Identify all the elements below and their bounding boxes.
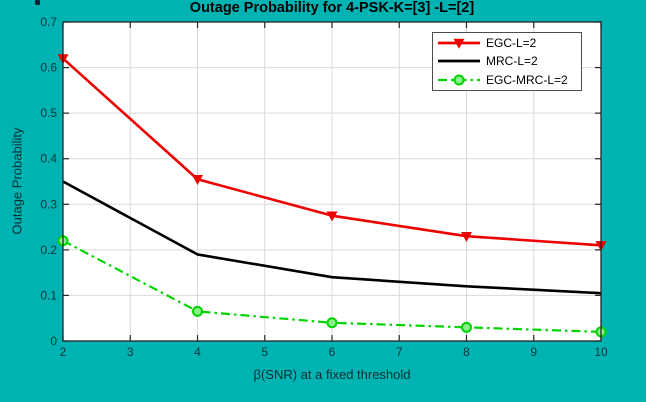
marker-egc-l-2	[461, 231, 472, 242]
y-tick-labels: 0 0.1 0.2 0.3 0.4 0.5 0.6 0.7	[40, 15, 57, 348]
marker-egc-l-2	[326, 211, 338, 222]
marker-egc-l-2	[192, 175, 203, 186]
marker-egc-mrc-l-2	[326, 317, 338, 329]
y-axis-label: Outage Probability	[9, 127, 25, 235]
legend-item-egc-mrc-l-2: EGC-MRC-L=2	[436, 71, 578, 89]
marker-egc-mrc-l-2	[192, 305, 203, 317]
cropped-edge-artifact	[35, 0, 40, 5]
x-tick-label: 2	[60, 345, 67, 359]
y-tick-label: 0.4	[40, 152, 57, 166]
x-tick-label: 8	[463, 345, 470, 359]
y-tick-label: 0.7	[40, 15, 57, 29]
legend-item-mrc-l-2: MRC-L=2	[436, 52, 578, 70]
legend-sample-egc-mrc-l-2	[438, 74, 480, 86]
legend-label-mrc-l-2: MRC-L=2	[486, 54, 538, 69]
y-tick-label: 0	[50, 334, 57, 348]
x-tick-label: 4	[194, 345, 201, 359]
legend-item-egc-l-2: EGC-L=2	[436, 34, 578, 52]
legend-sample-egc-l-2	[438, 38, 480, 49]
y-tick-label: 0.5	[40, 106, 57, 120]
x-tick-label: 6	[329, 345, 336, 359]
x-tick-label: 10	[594, 345, 608, 359]
x-tick-label: 7	[396, 345, 403, 359]
x-tick-labels: 2 3 4 5 6 7 8 9 10	[60, 345, 608, 359]
chart-title: Outage Probability for 4-PSK-K=[3] -L=[2…	[189, 0, 475, 16]
axis-ticks	[62, 21, 602, 342]
x-tick-label: 5	[261, 345, 268, 359]
series-mrc-l-2	[62, 180, 602, 295]
legend-label-egc-l-2: EGC-L=2	[486, 36, 537, 51]
y-tick-label: 0.2	[40, 243, 57, 257]
x-tick-label: 3	[127, 345, 134, 359]
legend-label-egc-mrc-l-2: EGC-MRC-L=2	[486, 72, 568, 87]
y-tick-label: 0.1	[40, 288, 57, 302]
y-tick-label: 0.6	[40, 61, 57, 75]
y-tick-label: 0.3	[40, 197, 57, 211]
series-line-mrc-l-2	[62, 180, 602, 295]
legend-sample-mrc-l-2	[438, 60, 480, 63]
marker-egc-mrc-l-2	[461, 321, 472, 333]
x-axis-label: β(SNR) at a fixed threshold	[253, 367, 411, 382]
x-tick-label: 9	[530, 345, 537, 359]
legend: EGC-L=2 MRC-L=2 EGC-MRC-L=2	[432, 32, 582, 91]
legend-marker-egc-mrc-l-2	[453, 74, 465, 86]
legend-marker-egc-l-2	[453, 38, 465, 49]
